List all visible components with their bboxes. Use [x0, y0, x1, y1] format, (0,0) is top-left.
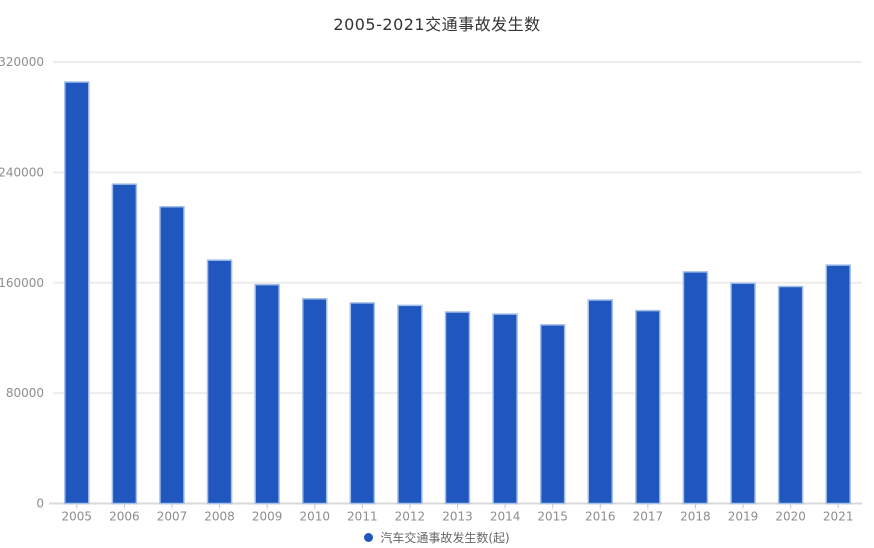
x-axis-tick-label: 2005 — [62, 510, 93, 524]
bar-2021[interactable] — [825, 264, 851, 505]
bar-2009[interactable] — [254, 283, 280, 505]
bar-2007[interactable] — [159, 205, 185, 505]
y-axis-tick-label: 240000 — [0, 165, 44, 179]
bar-2013[interactable] — [444, 311, 471, 505]
chart-title: 2005-2021交通事故发生数 — [333, 15, 541, 34]
x-axis-tick-label: 2009 — [252, 510, 283, 524]
x-axis-tick-label: 2007 — [157, 510, 188, 524]
bar-2019[interactable] — [730, 282, 756, 505]
x-axis-tick-label: 2016 — [585, 510, 616, 524]
x-axis-tick-label: 2011 — [347, 510, 378, 524]
x-axis-tick-label: 2013 — [442, 510, 473, 524]
bar-2020[interactable] — [777, 285, 804, 505]
x-axis-tick-label: 2019 — [728, 510, 759, 524]
bar-2008[interactable] — [206, 259, 233, 505]
bar-2018[interactable] — [682, 271, 709, 505]
bar-2010[interactable] — [301, 298, 328, 505]
y-axis-tick-label: 320000 — [0, 55, 44, 69]
x-axis-tick-label: 2014 — [490, 510, 521, 524]
legend-marker-icon — [364, 533, 374, 542]
legend-item[interactable]: 汽车交通事故发生数(起) — [0, 529, 874, 546]
y-axis-tick-label: 0 — [36, 497, 44, 511]
x-axis-tick-label: 2018 — [680, 510, 711, 524]
x-axis-tick-label: 2017 — [633, 510, 664, 524]
x-axis-tick-label: 2006 — [109, 510, 140, 524]
bar-2006[interactable] — [111, 183, 138, 505]
bar-2016[interactable] — [587, 299, 614, 505]
bar-2011[interactable] — [349, 302, 376, 505]
x-axis-tick-label: 2020 — [775, 510, 806, 524]
y-axis-tick-label: 80000 — [6, 386, 44, 400]
bar-2017[interactable] — [635, 309, 661, 505]
x-axis-tick-label: 2021 — [823, 510, 854, 524]
x-axis-tick-label: 2010 — [299, 510, 330, 524]
bar-2014[interactable] — [492, 313, 518, 505]
bar-2015[interactable] — [539, 324, 566, 505]
bar-2005[interactable] — [64, 81, 90, 505]
legend-label: 汽车交通事故发生数(起) — [380, 531, 510, 545]
bar-2012[interactable] — [397, 304, 423, 505]
x-axis-tick-label: 2012 — [395, 510, 426, 524]
x-axis-tick-label: 2015 — [537, 510, 568, 524]
y-axis-tick-label: 160000 — [0, 276, 44, 290]
x-axis-tick-label: 2008 — [204, 510, 235, 524]
